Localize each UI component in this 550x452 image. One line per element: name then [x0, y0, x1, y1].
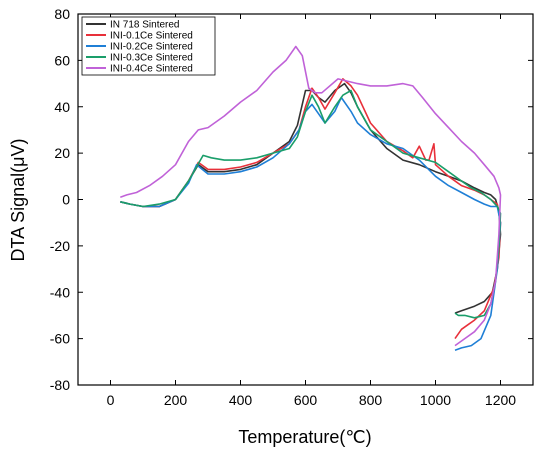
series-layer [120, 45, 502, 351]
y-tick-label-2: -40 [50, 284, 70, 300]
y-axis-title: DTA Signal(μV) [8, 138, 28, 261]
x-tick-label-4: 800 [359, 392, 383, 408]
legend-label-2: INI-0.2Ce Sintered [110, 42, 193, 53]
y-tick-label-6: 40 [54, 99, 70, 115]
series-line-2 [120, 96, 502, 351]
y-tick-label-8: 80 [54, 6, 70, 22]
axis-ticks: 0 200 400 600 800 1000 1200 -80 -60 -40 -20 0 20 40 60… [50, 6, 533, 408]
y-tick-label-5: 20 [54, 145, 70, 161]
series-line-1 [120, 78, 502, 340]
x-tick-label-1: 200 [164, 392, 188, 408]
legend-label-4: INI-0.4Ce Sintered [110, 64, 193, 75]
x-tick-label-3: 600 [294, 392, 318, 408]
legend-label-3: INI-0.3Ce Sintered [110, 53, 193, 64]
x-tick-label-5: 1000 [420, 392, 451, 408]
x-tick-label-2: 400 [229, 392, 253, 408]
x-axis-title: Temperature(℃) [238, 427, 371, 447]
legend-label-1: INI-0.1Ce Sintered [110, 31, 193, 42]
series-line-4 [120, 45, 502, 347]
y-tick-label-1: -60 [50, 331, 70, 347]
y-tick-label-3: -20 [50, 238, 70, 254]
series-line-3 [120, 89, 502, 319]
y-tick-label-0: -80 [50, 377, 70, 393]
y-tick-label-4: 0 [62, 192, 70, 208]
legend-label-0: IN 718 Sintered [110, 20, 180, 31]
x-tick-label-0: 0 [107, 392, 115, 408]
y-tick-label-7: 60 [54, 52, 70, 68]
x-tick-label-6: 1200 [485, 392, 516, 408]
